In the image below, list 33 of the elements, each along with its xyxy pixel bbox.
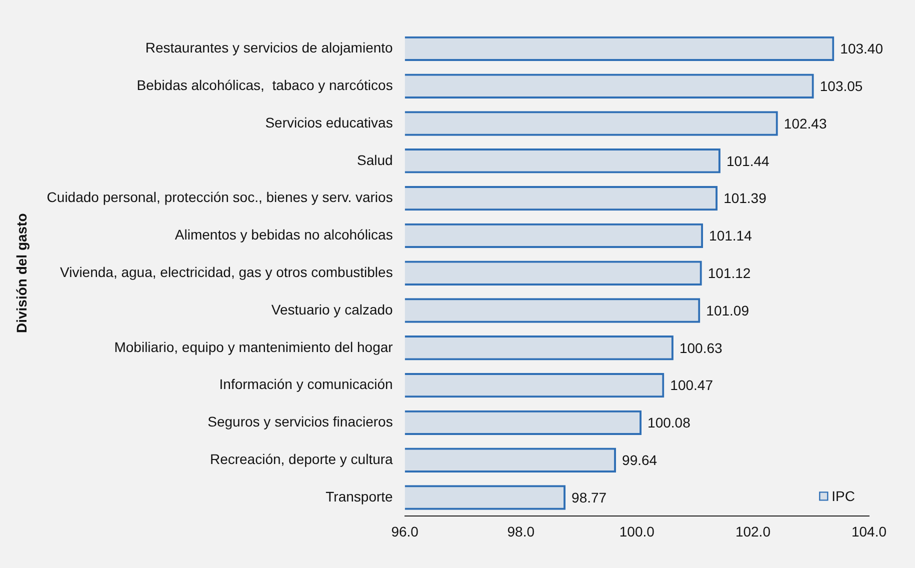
data-label: 101.39 (724, 190, 767, 206)
y-tick-label: Mobiliario, equipo y mantenimiento del hogar (114, 338, 394, 355)
y-tick-label: Transporte (326, 488, 394, 504)
x-tick-label: 100.0 (619, 523, 655, 540)
data-label: 101.12 (708, 264, 751, 281)
data-label: 100.47 (670, 377, 714, 394)
data-label: 101.44 (726, 152, 770, 169)
x-tick-label: 96.0 (391, 523, 419, 540)
data-label: 103.05 (820, 78, 863, 94)
x-tick-label: 104.0 (851, 523, 887, 540)
y-tick-label: Alimentos y bebidas no alcohólicas (174, 226, 393, 243)
y-tick-label: Información y comunicación (219, 376, 393, 392)
y-tick-label: Seguros y servicios finacieros (208, 414, 393, 430)
data-label: 100.08 (648, 414, 691, 431)
data-label: 102.43 (784, 115, 827, 132)
y-tick-label: Servicios educativas (265, 114, 393, 130)
y-tick-label: Cuidado personal, protección soc., bienes y serv. varios (46, 189, 393, 206)
y-tick-label: Vestuario y calzado (271, 301, 394, 318)
y-tick-label: Restaurantes y servicios de alojamiento (145, 40, 394, 56)
data-label: 98.77 (572, 489, 607, 506)
x-tick-label: 102.0 (735, 523, 771, 540)
data-label: 99.64 (622, 452, 658, 468)
y-tick-label: Bebidas alcohólicas, tabaco y narcóticos (136, 76, 393, 93)
y-tick-label: Salud (357, 152, 393, 168)
data-label: 100.63 (679, 340, 722, 356)
y-tick-label: Recreación, deporte y cultura (210, 450, 394, 467)
y-tick-label: Vivienda, agua, electricidad, gas y otros combustibles (60, 264, 393, 280)
data-label: 101.09 (706, 302, 750, 318)
data-label: 103.40 (840, 40, 884, 57)
x-tick-label: 98.0 (507, 523, 535, 540)
y-axis-title: División del gasto (13, 213, 30, 334)
data-label: 101.14 (709, 228, 752, 244)
legend-label: IPC (832, 488, 856, 504)
